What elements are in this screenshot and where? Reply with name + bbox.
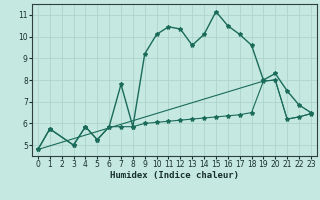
X-axis label: Humidex (Indice chaleur): Humidex (Indice chaleur) [110, 171, 239, 180]
